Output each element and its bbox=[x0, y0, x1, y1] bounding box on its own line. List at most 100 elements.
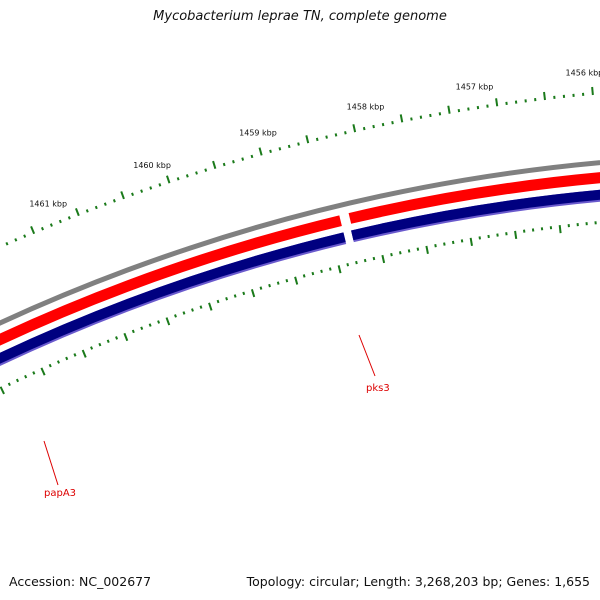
minor-tick bbox=[191, 308, 194, 312]
major-tick bbox=[381, 254, 386, 264]
minor-tick bbox=[140, 189, 144, 193]
minor-tick bbox=[112, 199, 116, 203]
major-tick bbox=[305, 135, 310, 144]
minor-tick bbox=[222, 162, 226, 167]
major-tick bbox=[212, 160, 217, 169]
minor-tick bbox=[48, 363, 52, 368]
reverse-feature-pks3[interactable] bbox=[351, 187, 600, 241]
kbp-label: 1458 kbp bbox=[347, 102, 385, 111]
minor-tick bbox=[328, 267, 332, 271]
minor-tick bbox=[363, 258, 367, 263]
minor-tick bbox=[438, 112, 442, 116]
minor-tick bbox=[56, 360, 60, 364]
minor-tick bbox=[40, 226, 44, 231]
minor-tick bbox=[182, 311, 186, 315]
minor-tick bbox=[103, 202, 107, 206]
kbp-label: 1459 kbp bbox=[239, 129, 277, 138]
minor-tick bbox=[24, 374, 28, 379]
outer-scale-ticks bbox=[5, 86, 594, 246]
minor-tick bbox=[416, 247, 420, 251]
minor-tick bbox=[85, 209, 89, 213]
minor-tick bbox=[297, 142, 300, 146]
minor-tick bbox=[23, 234, 27, 238]
minor-tick bbox=[344, 131, 347, 135]
major-tick bbox=[165, 317, 171, 326]
major-tick bbox=[399, 114, 404, 123]
minor-tick bbox=[149, 186, 153, 190]
major-tick bbox=[75, 207, 80, 217]
minor-tick bbox=[14, 238, 18, 242]
major-tick bbox=[258, 147, 263, 156]
gene-label-pks3[interactable]: pks3 bbox=[366, 383, 390, 394]
minor-tick bbox=[67, 216, 71, 220]
minor-tick bbox=[434, 244, 437, 248]
minor-tick bbox=[49, 223, 53, 227]
major-tick bbox=[558, 225, 562, 234]
minor-tick bbox=[285, 278, 289, 283]
forward-feature-pks3[interactable] bbox=[348, 170, 600, 224]
major-tick bbox=[123, 332, 129, 342]
minor-tick bbox=[115, 336, 119, 340]
minor-tick bbox=[94, 205, 98, 210]
major-tick bbox=[250, 289, 256, 298]
minor-tick bbox=[276, 281, 280, 285]
minor-tick bbox=[158, 183, 162, 187]
minor-tick bbox=[320, 269, 323, 273]
gene-leader-papA3 bbox=[43, 440, 59, 486]
major-tick bbox=[543, 91, 546, 101]
minor-tick bbox=[65, 356, 69, 361]
minor-tick bbox=[176, 177, 180, 181]
minor-tick bbox=[32, 371, 36, 375]
minor-tick bbox=[250, 154, 254, 159]
minor-tick bbox=[90, 346, 94, 350]
major-tick bbox=[337, 265, 342, 274]
minor-tick bbox=[302, 274, 306, 278]
major-tick bbox=[294, 276, 299, 285]
minor-tick bbox=[460, 239, 464, 243]
gene-leader-pks3 bbox=[358, 334, 376, 377]
minor-tick bbox=[259, 286, 263, 290]
minor-tick bbox=[287, 144, 291, 149]
minor-tick bbox=[7, 382, 11, 387]
minor-tick bbox=[451, 240, 455, 245]
gene-labels: papA3 pks3 bbox=[43, 334, 390, 499]
major-tick bbox=[30, 226, 36, 235]
minor-tick bbox=[216, 299, 220, 304]
minor-tick bbox=[140, 326, 144, 331]
major-tick bbox=[495, 98, 499, 107]
map-title: Mycobacterium leprae TN, complete genome bbox=[153, 9, 447, 24]
minor-tick bbox=[195, 171, 198, 175]
major-tick bbox=[40, 367, 46, 376]
kbp-label: 1460 kbp bbox=[133, 161, 171, 170]
major-tick bbox=[425, 245, 429, 254]
minor-tick bbox=[391, 121, 394, 125]
minor-tick bbox=[148, 323, 152, 327]
minor-tick bbox=[73, 353, 77, 357]
minor-tick bbox=[407, 249, 411, 253]
major-tick bbox=[0, 386, 5, 395]
minor-tick bbox=[232, 160, 235, 164]
minor-tick bbox=[233, 294, 237, 298]
kbp-label: 1456 kbp bbox=[566, 69, 600, 78]
reverse-feature-papA3[interactable] bbox=[0, 232, 346, 383]
minor-tick bbox=[131, 329, 135, 334]
minor-tick bbox=[174, 314, 177, 318]
major-tick bbox=[469, 237, 473, 246]
genome-summary-text: Topology: circular; Length: 3,268,203 bp… bbox=[246, 574, 590, 589]
major-tick bbox=[514, 230, 518, 240]
gene-label-papA3[interactable]: papA3 bbox=[44, 488, 76, 499]
minor-tick bbox=[390, 252, 393, 257]
minor-tick bbox=[268, 283, 271, 288]
minor-tick bbox=[199, 305, 203, 309]
minor-tick bbox=[98, 342, 102, 347]
minor-tick bbox=[334, 133, 338, 137]
minor-tick bbox=[311, 271, 315, 276]
minor-tick bbox=[131, 192, 134, 197]
minor-tick bbox=[419, 115, 423, 119]
minor-tick bbox=[15, 378, 20, 383]
forward-feature-papA3[interactable] bbox=[0, 215, 342, 369]
minor-tick bbox=[242, 291, 246, 296]
minor-tick bbox=[372, 124, 375, 129]
minor-tick bbox=[355, 260, 358, 265]
minor-tick bbox=[325, 135, 328, 139]
